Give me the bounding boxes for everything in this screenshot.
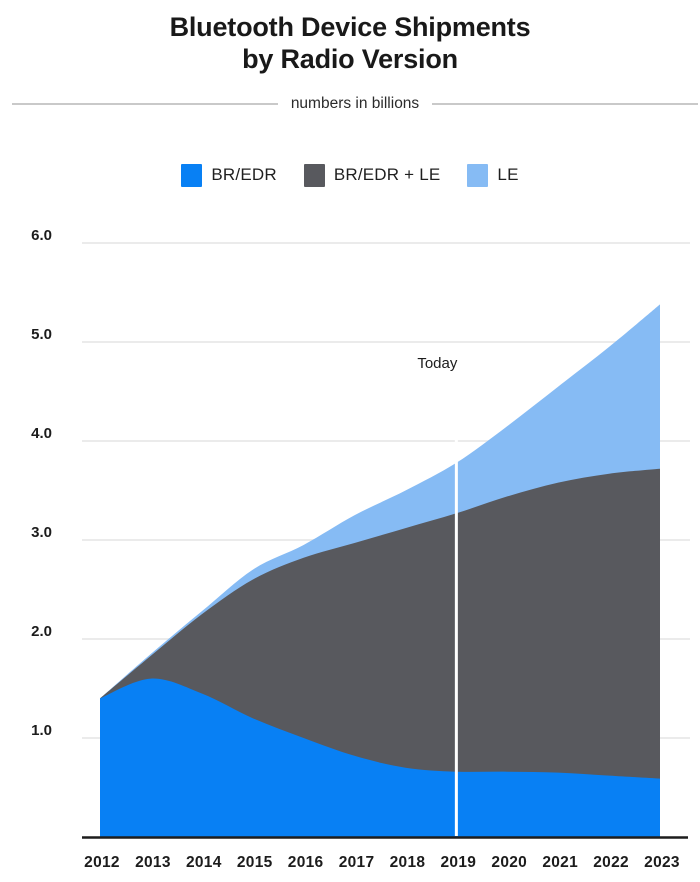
legend: BR/EDR BR/EDR + LE LE xyxy=(0,162,700,188)
x-tick-label: 2018 xyxy=(390,854,426,871)
subtitle-rule-left xyxy=(12,103,278,105)
x-tick-label: 2016 xyxy=(288,854,324,871)
area-series-br-edr xyxy=(100,678,660,837)
legend-label: BR/EDR + LE xyxy=(333,165,441,184)
legend-label: LE xyxy=(497,165,519,184)
x-tick-label: 2019 xyxy=(441,854,477,871)
x-tick-label: 2023 xyxy=(644,854,680,871)
legend-label: BR/EDR xyxy=(211,165,277,184)
legend-swatch-icon xyxy=(181,163,203,187)
legend-item-br-edr: BR/EDR xyxy=(181,163,277,187)
x-tick-label: 2012 xyxy=(84,854,120,871)
x-tick-label: 2015 xyxy=(237,854,273,871)
legend-swatch-icon xyxy=(303,163,325,187)
chart-subtitle: numbers in billions xyxy=(290,95,420,112)
y-tick-label: 5.0 xyxy=(31,326,52,343)
x-tick-label: 2017 xyxy=(339,854,375,871)
chart-title: Bluetooth Device Shipments by Radio Vers… xyxy=(169,12,531,74)
y-tick-label: 3.0 xyxy=(31,524,52,541)
subtitle-row: numbers in billions xyxy=(0,94,700,114)
y-tick-label: 4.0 xyxy=(31,425,52,442)
x-tick-label: 2014 xyxy=(186,854,222,871)
x-tick-label: 2020 xyxy=(491,854,527,871)
legend-item-br-edr-le: BR/EDR + LE xyxy=(303,163,441,187)
x-tick-label: 2013 xyxy=(135,854,171,871)
y-tick-label: 6.0 xyxy=(31,227,52,244)
today-label: Today xyxy=(417,355,458,372)
y-tick-label: 2.0 xyxy=(31,623,52,640)
y-tick-label: 1.0 xyxy=(31,722,52,739)
x-tick-label: 2022 xyxy=(593,854,629,871)
legend-swatch-icon xyxy=(467,163,489,187)
x-tick-label: 2021 xyxy=(542,854,578,871)
subtitle-rule-right xyxy=(432,103,698,105)
legend-item-le: LE xyxy=(467,163,519,187)
